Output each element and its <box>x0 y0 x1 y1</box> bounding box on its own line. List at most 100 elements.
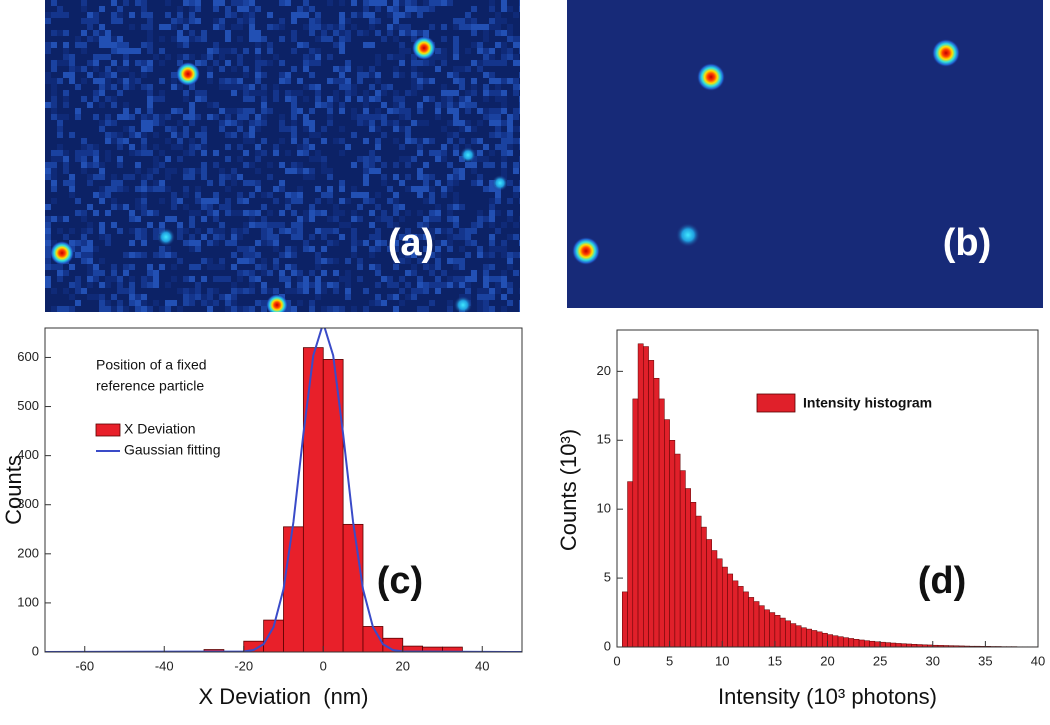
pixel <box>111 294 117 300</box>
pixel <box>237 288 243 294</box>
pixel <box>489 54 495 60</box>
pixel <box>429 78 435 84</box>
pixel <box>213 48 219 54</box>
pixel <box>297 282 303 288</box>
pixel <box>177 306 183 312</box>
pixel <box>429 186 435 192</box>
pixel <box>459 126 465 132</box>
pixel <box>339 0 345 6</box>
pixel <box>243 258 249 264</box>
pixel <box>99 294 105 300</box>
pixel <box>255 90 261 96</box>
pixel <box>261 258 267 264</box>
pixel <box>339 18 345 24</box>
pixel <box>207 300 213 306</box>
pixel <box>333 42 339 48</box>
pixel <box>99 282 105 288</box>
pixel <box>513 168 519 174</box>
pixel <box>519 138 525 144</box>
pixel <box>513 126 519 132</box>
pixel <box>117 48 123 54</box>
pixel <box>177 288 183 294</box>
pixel <box>453 150 459 156</box>
pixel <box>111 138 117 144</box>
pixel <box>93 114 99 120</box>
pixel <box>123 126 129 132</box>
pixel <box>135 216 141 222</box>
pixel <box>231 48 237 54</box>
pixel <box>369 72 375 78</box>
pixel <box>459 168 465 174</box>
pixel <box>405 270 411 276</box>
pixel <box>87 162 93 168</box>
pixel <box>279 60 285 66</box>
pixel <box>189 108 195 114</box>
pixel <box>501 42 507 48</box>
pixel <box>171 144 177 150</box>
pixel <box>321 156 327 162</box>
pixel <box>363 120 369 126</box>
pixel <box>399 42 405 48</box>
bar <box>754 602 759 647</box>
pixel <box>51 156 57 162</box>
pixel <box>147 102 153 108</box>
pixel <box>255 144 261 150</box>
pixel <box>321 210 327 216</box>
pixel <box>93 36 99 42</box>
pixel <box>63 162 69 168</box>
pixel <box>327 240 333 246</box>
pixel <box>339 150 345 156</box>
pixel <box>141 306 147 312</box>
pixel <box>279 18 285 24</box>
pixel <box>357 240 363 246</box>
pixel <box>465 102 471 108</box>
pixel <box>255 180 261 186</box>
pixel <box>225 276 231 282</box>
pixel <box>63 168 69 174</box>
pixel <box>483 30 489 36</box>
spot <box>676 223 700 247</box>
pixel <box>255 114 261 120</box>
pixel <box>429 198 435 204</box>
pixel <box>105 186 111 192</box>
pixel <box>501 168 507 174</box>
spot <box>492 175 508 191</box>
pixel <box>141 150 147 156</box>
pixel <box>105 96 111 102</box>
pixel <box>513 108 519 114</box>
pixel <box>123 186 129 192</box>
pixel <box>129 72 135 78</box>
pixel <box>261 108 267 114</box>
pixel <box>381 90 387 96</box>
pixel <box>159 90 165 96</box>
pixel <box>243 162 249 168</box>
pixel <box>393 54 399 60</box>
pixel <box>291 270 297 276</box>
pixel <box>411 120 417 126</box>
pixel <box>309 60 315 66</box>
pixel <box>411 90 417 96</box>
pixel <box>489 150 495 156</box>
pixel <box>363 192 369 198</box>
pixel <box>51 12 57 18</box>
pixel <box>135 186 141 192</box>
pixel <box>489 294 495 300</box>
pixel <box>69 72 75 78</box>
pixel <box>441 84 447 90</box>
pixel <box>189 36 195 42</box>
pixel <box>111 264 117 270</box>
pixel <box>87 294 93 300</box>
pixel <box>339 234 345 240</box>
pixel <box>111 36 117 42</box>
pixel <box>351 252 357 258</box>
pixel <box>219 180 225 186</box>
bar <box>696 516 701 647</box>
pixel <box>213 42 219 48</box>
pixel <box>93 54 99 60</box>
pixel <box>303 120 309 126</box>
pixel <box>105 66 111 72</box>
pixel <box>51 30 57 36</box>
pixel <box>159 48 165 54</box>
pixel <box>147 126 153 132</box>
pixel <box>189 144 195 150</box>
